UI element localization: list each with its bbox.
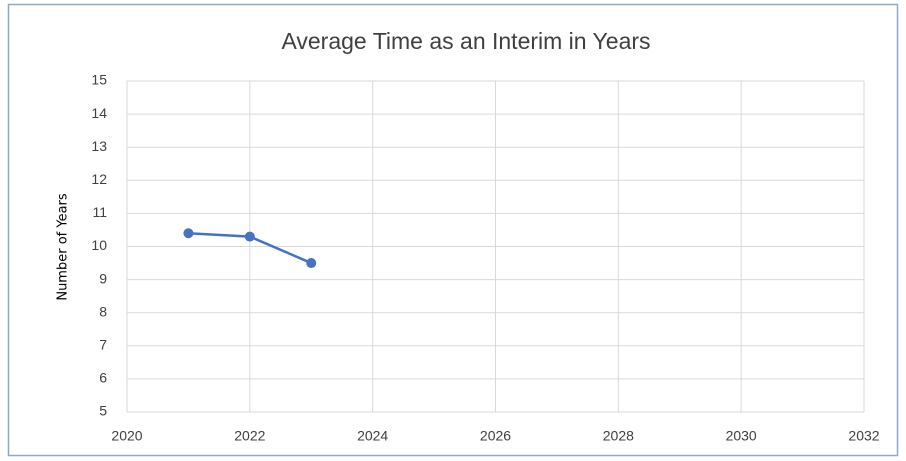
y-tick-label: 9: [99, 270, 107, 286]
x-tick-label: 2026: [480, 428, 511, 444]
data-point: [306, 258, 317, 269]
x-tick-label: 2022: [234, 428, 265, 444]
y-tick-label: 5: [99, 403, 107, 419]
chart-title: Average Time as an Interim in Years: [281, 28, 650, 54]
y-axis-label: Number of Years: [56, 193, 71, 301]
y-tick-label: 14: [91, 105, 107, 121]
chart-frame: [7, 3, 899, 457]
data-point: [244, 231, 255, 242]
x-tick-label: 2024: [357, 428, 388, 444]
y-tick-label: 8: [99, 303, 107, 319]
y-tick-label: 10: [91, 237, 107, 253]
x-tick-label: 2030: [726, 428, 757, 444]
y-tick-label: 15: [91, 72, 107, 88]
y-tick-label: 6: [99, 370, 107, 386]
x-tick-label: 2020: [111, 428, 142, 444]
y-tick-label: 11: [92, 204, 107, 220]
y-tick-label: 7: [99, 337, 107, 353]
y-tick-label: 12: [91, 171, 107, 187]
x-tick-label: 2028: [603, 428, 634, 444]
data-point: [183, 228, 194, 239]
y-tick-label: 13: [91, 138, 107, 154]
x-tick-label: 2032: [848, 428, 879, 444]
